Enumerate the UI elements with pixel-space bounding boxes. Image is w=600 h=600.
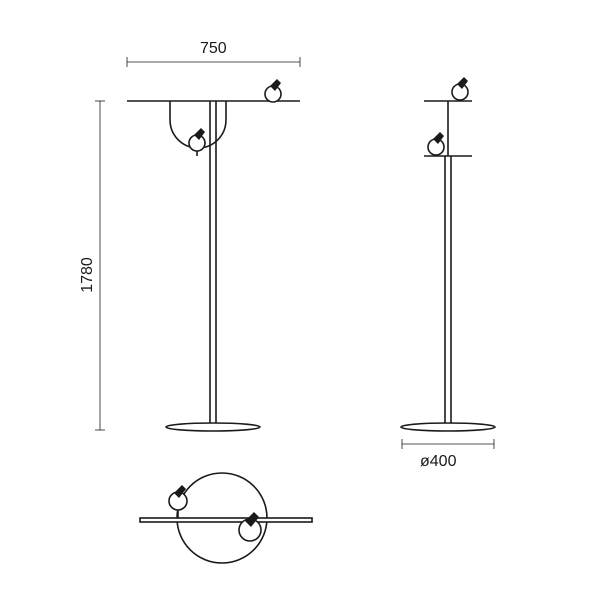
bird-icon: [265, 79, 281, 102]
top-view: [140, 473, 312, 563]
dim-base-label: ø400: [420, 453, 457, 470]
front-view: [127, 79, 300, 431]
technical-drawing: 750 1780: [0, 0, 600, 600]
dim-height-label: 1780: [79, 257, 96, 293]
dim-width-label: 750: [200, 40, 227, 57]
dim-base: ø400: [402, 439, 494, 470]
dim-width: 750: [127, 40, 300, 67]
bird-icon: [452, 77, 468, 100]
bird-icon: [428, 132, 444, 155]
bird-icon: [189, 128, 205, 156]
side-view: [401, 77, 495, 431]
bird-icon: [239, 512, 261, 541]
dim-height: 1780: [79, 101, 105, 430]
bird-icon: [169, 485, 187, 518]
